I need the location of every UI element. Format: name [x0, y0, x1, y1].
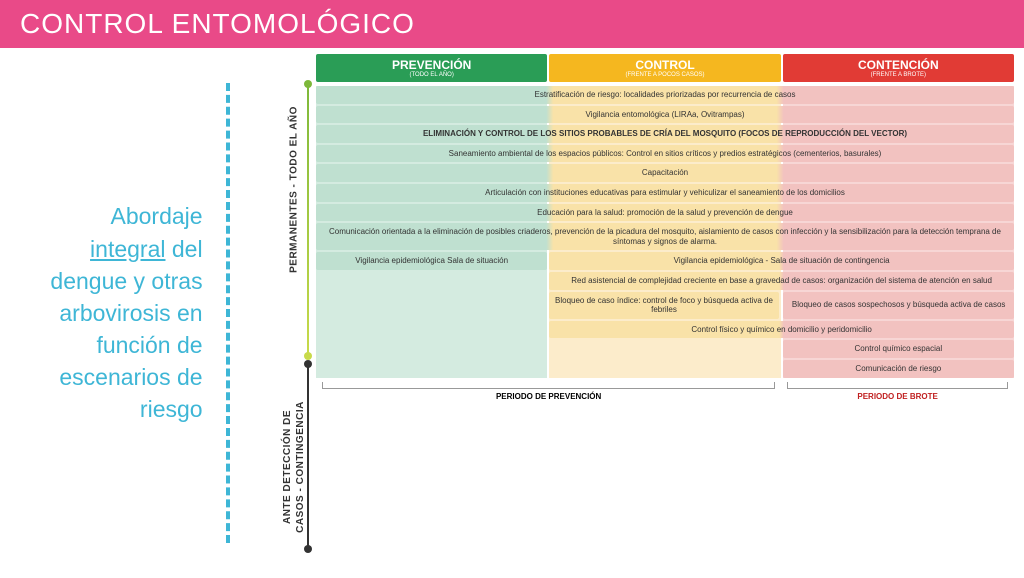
matrix-row-5: Articulación con instituciones educativa… [316, 184, 1014, 202]
cell: Vigilancia entomológica (LIRAa, Ovitramp… [316, 106, 1014, 124]
cell: Control físico y químico en domicilio y … [549, 321, 1014, 339]
left-panel: Abordaje integral del dengue y otras arb… [0, 48, 270, 578]
cell: Comunicación orientada a la eliminación … [316, 223, 1014, 250]
matrix-row-8: Vigilancia epidemiológica Sala de situac… [316, 252, 1014, 270]
matrix-row-9: Red asistencial de complejidad creciente… [316, 272, 1014, 290]
right-panel: PERMANENTES - TODO EL AÑO ANTE DETECCIÓN… [270, 48, 1024, 578]
col-header-2: CONTENCIÓN(FRENTE A BROTE) [783, 54, 1014, 82]
vertical-dashed-divider [226, 83, 230, 543]
cell-mid: Bloqueo de caso índice: control de foco … [549, 292, 780, 319]
matrix-row-12: Control químico espacial [316, 340, 1014, 358]
page-header: CONTROL ENTOMOLÓGICO [0, 0, 1024, 48]
cell: Saneamiento ambiental de los espacios pú… [316, 145, 1014, 163]
cell: Red asistencial de complejidad creciente… [549, 272, 1014, 290]
col-header-1: CONTROL(FRENTE A POCOS CASOS) [549, 54, 780, 82]
column-headers: PREVENCIÓN(TODO EL AÑO)CONTROL(FRENTE A … [316, 54, 1014, 82]
cell-left: Vigilancia epidemiológica Sala de situac… [316, 252, 547, 270]
col-header-0: PREVENCIÓN(TODO EL AÑO) [316, 54, 547, 82]
cell-right: Vigilancia epidemiológica - Sala de situ… [549, 252, 1014, 270]
matrix-rows: Estratificación de riesgo: localidades p… [316, 86, 1014, 378]
timeline-bar [304, 54, 312, 572]
matrix-row-2: ELIMINACIÓN Y CONTROL DE LOS SITIOS PROB… [316, 125, 1014, 143]
matrix-row-0: Estratificación de riesgo: localidades p… [316, 86, 1014, 104]
timeline-dark [307, 364, 309, 549]
period-prevencion: PERIODO DE PREVENCIÓN [316, 382, 781, 401]
matrix-row-10: Bloqueo de caso índice: control de foco … [316, 292, 1014, 319]
page-title: CONTROL ENTOMOLÓGICO [20, 8, 415, 39]
cell: Estratificación de riesgo: localidades p… [316, 86, 1014, 104]
cell: Educación para la salud: promoción de la… [316, 204, 1014, 222]
matrix-row-11: Control físico y químico en domicilio y … [316, 321, 1014, 339]
matrix-row-1: Vigilancia entomológica (LIRAa, Ovitramp… [316, 106, 1014, 124]
cell: ELIMINACIÓN Y CONTROL DE LOS SITIOS PROB… [316, 125, 1014, 143]
main: Abordaje integral del dengue y otras arb… [0, 48, 1024, 578]
cell-right: Bloqueo de casos sospechosos y búsqueda … [783, 292, 1014, 319]
cell: Comunicación de riesgo [783, 360, 1014, 378]
matrix-chart: PREVENCIÓN(TODO EL AÑO)CONTROL(FRENTE A … [316, 54, 1014, 572]
period-labels: PERIODO DE PREVENCIÓN PERIODO DE BROTE [316, 382, 1014, 401]
intro-text: Abordaje integral del dengue y otras arb… [50, 200, 217, 425]
period-brote: PERIODO DE BROTE [781, 382, 1014, 401]
cell: Control químico espacial [783, 340, 1014, 358]
timeline-green [307, 84, 309, 356]
cell: Articulación con instituciones educativa… [316, 184, 1014, 202]
matrix-row-13: Comunicación de riesgo [316, 360, 1014, 378]
vertical-axis-labels: PERMANENTES - TODO EL AÑO ANTE DETECCIÓN… [274, 54, 304, 572]
matrix-row-6: Educación para la salud: promoción de la… [316, 204, 1014, 222]
matrix-row-4: Capacitación [316, 164, 1014, 182]
matrix-row-3: Saneamiento ambiental de los espacios pú… [316, 145, 1014, 163]
vlabel-permanentes: PERMANENTES - TODO EL AÑO [289, 100, 300, 280]
cell: Capacitación [316, 164, 1014, 182]
matrix-row-7: Comunicación orientada a la eliminación … [316, 223, 1014, 250]
